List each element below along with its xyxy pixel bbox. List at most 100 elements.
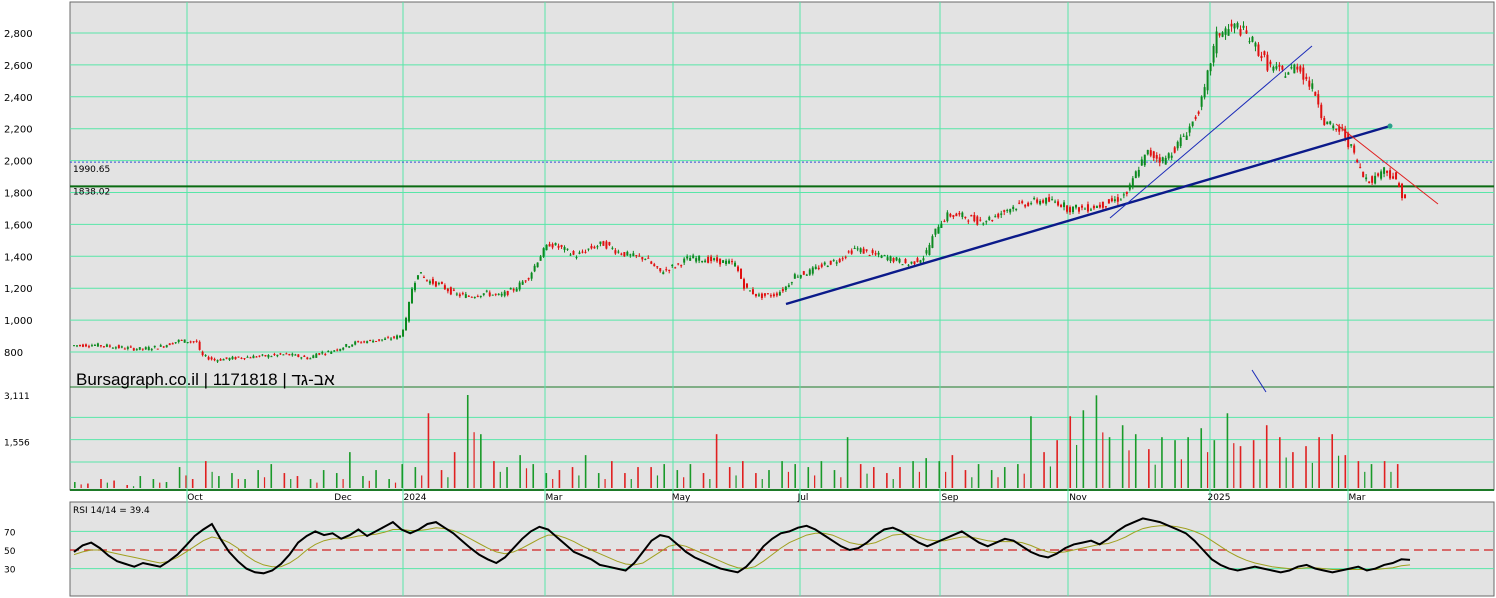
candle-body xyxy=(390,338,393,340)
candle-body xyxy=(614,250,617,254)
volume-bar xyxy=(191,479,194,488)
volume-bar xyxy=(1311,462,1313,488)
candle-body xyxy=(734,262,737,267)
volume-bar xyxy=(833,470,836,488)
volume-bar xyxy=(388,479,390,488)
volume-bar xyxy=(624,473,626,488)
candle-body xyxy=(1302,67,1305,80)
x-tick-label: Nov xyxy=(1069,493,1087,503)
candle-body xyxy=(871,250,874,254)
candle-body xyxy=(581,251,584,253)
volume-bar xyxy=(597,473,600,488)
candle-body xyxy=(1206,70,1209,91)
volume-bar xyxy=(702,473,705,488)
candle-body xyxy=(737,266,740,271)
candle-body xyxy=(1006,209,1009,211)
volume-bar xyxy=(1318,437,1320,488)
x-tick-label: Oct xyxy=(187,493,203,503)
volume-bar xyxy=(362,476,364,488)
candle-body xyxy=(985,221,988,223)
candle-body xyxy=(336,349,339,351)
candle-body xyxy=(369,340,372,342)
candle-body xyxy=(75,345,78,347)
candle-body xyxy=(276,354,279,357)
candle-body xyxy=(1266,54,1269,71)
volume-bar xyxy=(1265,425,1268,488)
candle-body xyxy=(1057,201,1060,206)
candle-body xyxy=(790,282,793,284)
candle-body xyxy=(144,347,147,350)
volume-bar xyxy=(866,473,868,488)
candle-body xyxy=(470,296,473,298)
volume-bar xyxy=(447,477,449,488)
candle-body xyxy=(162,346,165,348)
candle-body xyxy=(719,258,722,265)
volume-bar xyxy=(925,458,927,488)
candle-body xyxy=(847,251,850,253)
candle-body xyxy=(665,269,668,271)
rsi-panel xyxy=(69,501,1495,597)
volume-bar xyxy=(316,482,318,488)
candle-body xyxy=(117,345,120,349)
candle-body xyxy=(1323,118,1326,125)
volume-bar xyxy=(552,479,554,488)
candle-body xyxy=(674,267,677,269)
volume-bar xyxy=(440,470,443,488)
volume-bar xyxy=(368,480,370,488)
candle-body xyxy=(934,228,937,235)
volume-bar xyxy=(571,467,574,488)
volume-bar xyxy=(859,464,862,488)
volume-tick-label: 3,111 xyxy=(4,392,30,402)
candle-body xyxy=(823,262,826,265)
volume-bar xyxy=(794,464,796,488)
candle-body xyxy=(1149,150,1152,156)
volume-bar xyxy=(87,483,89,488)
candle-body xyxy=(1018,202,1021,204)
volume-bar xyxy=(1056,440,1058,488)
volume-bar xyxy=(899,467,901,488)
volume-bar xyxy=(342,479,344,488)
candle-body xyxy=(662,272,665,275)
candle-body xyxy=(1045,197,1048,204)
candle-body xyxy=(1404,194,1407,199)
volume-bar xyxy=(375,470,377,488)
candle-body xyxy=(1278,65,1281,67)
candle-body xyxy=(1308,80,1311,87)
candle-body xyxy=(416,275,419,280)
volume-bar xyxy=(807,467,810,488)
candle-body xyxy=(919,260,922,263)
candle-body xyxy=(177,339,180,342)
candle-body xyxy=(997,213,1000,218)
candle-body xyxy=(512,289,515,291)
candle-body xyxy=(542,248,545,257)
candle-body xyxy=(1359,166,1362,168)
volume-bar xyxy=(231,473,233,488)
candle-body xyxy=(372,340,375,343)
candle-body xyxy=(1033,198,1036,200)
candle-body xyxy=(90,345,93,347)
candle-body xyxy=(1024,204,1027,207)
candle-body xyxy=(78,344,81,346)
candle-body xyxy=(698,255,701,261)
candle-body xyxy=(1009,209,1012,213)
volume-bar xyxy=(1095,395,1098,488)
volume-bar xyxy=(80,484,82,488)
candle-body xyxy=(297,354,300,357)
volume-bar xyxy=(1370,464,1373,488)
candle-body xyxy=(787,285,790,287)
candle-body xyxy=(928,245,931,255)
volume-bar xyxy=(1102,432,1104,488)
candle-body xyxy=(1179,137,1182,147)
candle-body xyxy=(742,279,745,289)
volume-bar xyxy=(1226,413,1229,488)
candle-body xyxy=(1395,172,1398,180)
candle-body xyxy=(548,244,551,247)
candle-body xyxy=(1158,157,1161,163)
candle-body xyxy=(1170,155,1173,158)
candle-body xyxy=(1254,42,1257,47)
candle-body xyxy=(569,254,572,256)
candle-body xyxy=(886,257,889,261)
candle-body xyxy=(877,252,880,255)
candle-body xyxy=(1164,157,1167,165)
